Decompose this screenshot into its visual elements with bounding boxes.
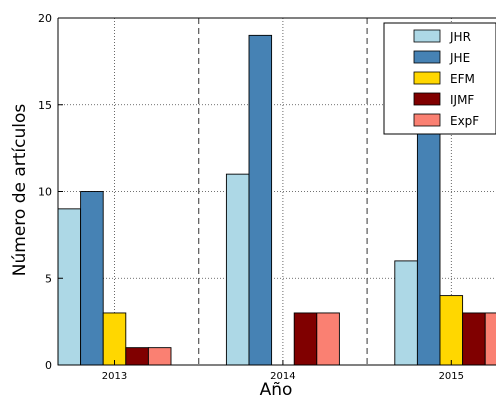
axes-layer: 051015202013201420152016 bbox=[38, 12, 496, 382]
bar-efm-2015 bbox=[439, 295, 464, 366]
legend-swatch-jhe bbox=[413, 50, 441, 64]
x-tick-label-2015: 2015 bbox=[439, 371, 464, 382]
y-tick-label: 0 bbox=[45, 359, 52, 372]
legend-label-efm: EFM bbox=[450, 72, 475, 86]
bar-jhe-2015 bbox=[416, 121, 441, 366]
bar-expf-2015 bbox=[484, 312, 496, 366]
y-tick-label: 10 bbox=[38, 186, 52, 199]
legend-swatch-ijmf bbox=[413, 92, 441, 106]
bar-jhr-2015 bbox=[394, 260, 418, 366]
separator-layer bbox=[198, 18, 368, 365]
bar-expf-2013 bbox=[147, 347, 172, 366]
y-tick-label: 15 bbox=[38, 99, 52, 112]
bar-jhr-2013 bbox=[57, 208, 82, 366]
bar-ijmf-2013 bbox=[125, 347, 149, 366]
legend-label-jhe: JHE bbox=[449, 51, 470, 65]
bar-layer bbox=[57, 34, 496, 366]
bar-expf-2014 bbox=[316, 312, 340, 366]
y-axis-label: Número de artículos bbox=[10, 104, 30, 277]
bar-efm-2013 bbox=[102, 312, 127, 366]
bar-jhe-2013 bbox=[80, 191, 104, 366]
x-axis-label: Año bbox=[260, 380, 293, 400]
legend-label-jhr: JHR bbox=[449, 30, 471, 44]
y-tick-label: 20 bbox=[38, 12, 52, 25]
bar-ijmf-2015 bbox=[462, 312, 486, 366]
legend-label-expf: ExpF bbox=[450, 114, 479, 128]
legend: JHR JHE EFM IJMF ExpF bbox=[383, 22, 496, 135]
x-tick-label-2014: 2014 bbox=[270, 371, 295, 382]
bar-jhe-2014 bbox=[248, 34, 273, 366]
legend-label-ijmf: IJMF bbox=[450, 93, 474, 107]
legend-swatch-expf bbox=[413, 113, 441, 127]
bar-jhr-2014 bbox=[225, 173, 250, 366]
bar-ijmf-2014 bbox=[293, 312, 318, 366]
legend-swatch-efm bbox=[413, 71, 441, 85]
legend-swatch-jhr bbox=[413, 29, 441, 43]
x-tick-label-2013: 2013 bbox=[102, 371, 127, 382]
y-tick-label: 5 bbox=[45, 272, 52, 285]
